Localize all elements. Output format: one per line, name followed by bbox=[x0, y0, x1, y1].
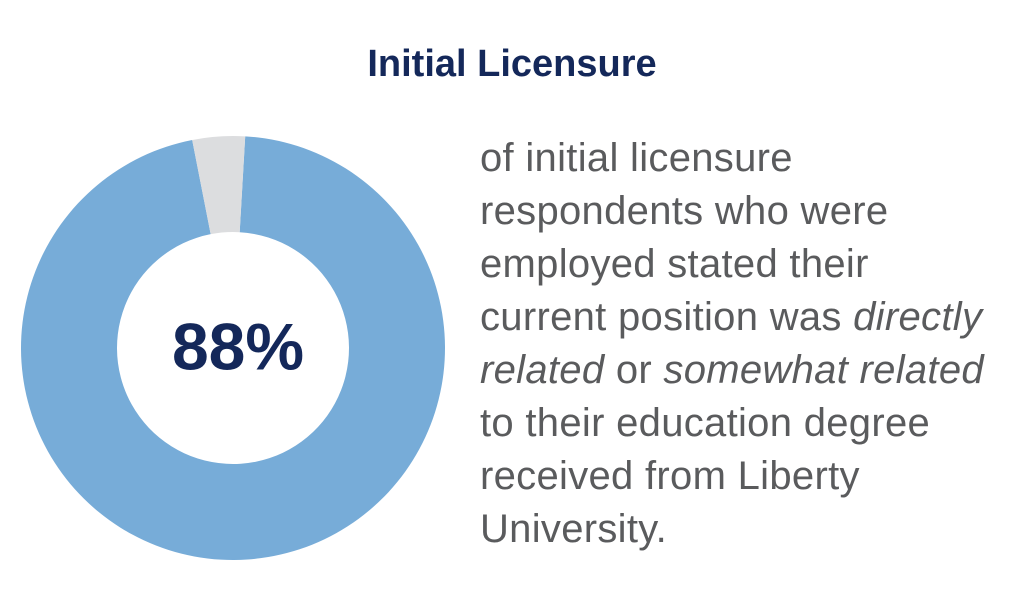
chart-title: Initial Licensure bbox=[367, 43, 656, 85]
donut bbox=[21, 136, 446, 560]
description: of initial licensure respondents who wer… bbox=[480, 132, 1000, 556]
description-text: of initial licensure respondents who wer… bbox=[480, 136, 889, 339]
donut-slice bbox=[21, 136, 446, 560]
emphasis-text: somewhat related bbox=[663, 348, 984, 392]
emphasis-text: directly related bbox=[480, 295, 983, 392]
center-label: 88% bbox=[172, 309, 304, 383]
description-text: to their education degree received from … bbox=[480, 401, 931, 551]
donut-slice bbox=[192, 136, 246, 235]
description-text: or bbox=[604, 348, 664, 392]
